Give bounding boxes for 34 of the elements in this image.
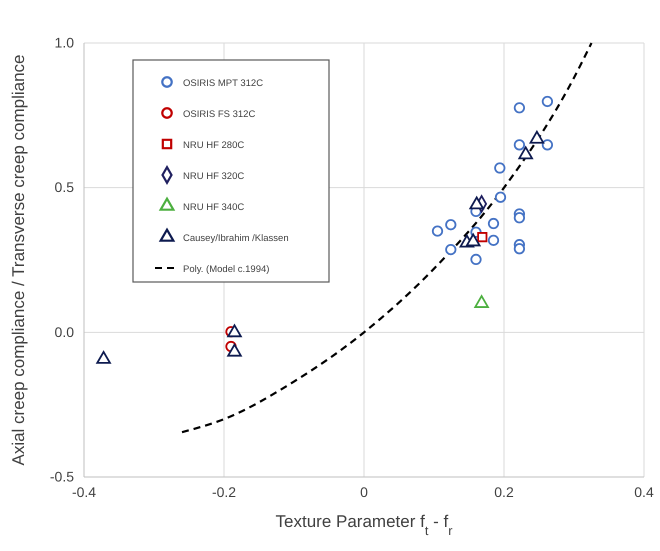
point (488, 234, 500, 246)
x-tick-label: -0.4 (72, 484, 96, 500)
y-tick-label: 1.0 (54, 34, 74, 50)
y-tick-label: 0.5 (54, 179, 74, 196)
legend-label: OSIRIS FS 312C (183, 109, 256, 120)
legend-label: NRU HF 340C (183, 202, 244, 213)
x-tick-label: 0.2 (494, 484, 514, 500)
point (494, 192, 506, 203)
point (542, 139, 554, 150)
point (432, 225, 444, 237)
x-tick-label: 0.4 (634, 484, 654, 500)
legend-label: OSIRIS MPT 312C (183, 78, 264, 89)
point (514, 139, 526, 150)
point (445, 219, 456, 230)
x-tick-label: -0.2 (212, 484, 236, 500)
point (514, 102, 526, 114)
point (514, 243, 526, 254)
point (470, 254, 482, 266)
point (542, 96, 554, 108)
legend-label: NRU HF 320C (183, 171, 244, 182)
point (445, 244, 456, 256)
legend-label: NRU HF 280C (183, 140, 244, 151)
point (488, 218, 500, 230)
y-tick-label: 0.0 (54, 324, 74, 340)
y-tick-label: -0.5 (50, 468, 74, 484)
y-axis-title: Axial creep compliance / Transverse creep compliance (9, 54, 28, 466)
x-tick-label: 0 (360, 484, 368, 500)
line-series (180, 42, 593, 434)
point (494, 162, 506, 174)
point (477, 232, 488, 242)
legend-label: Poly. (Model c.1994) (183, 264, 270, 275)
legend-label: Causey/Ibrahim /Klassen (183, 233, 289, 244)
point (514, 212, 526, 224)
x-axis-title: Texture Parameter f$_{t}$ - f$_{r}$ (276, 512, 454, 538)
